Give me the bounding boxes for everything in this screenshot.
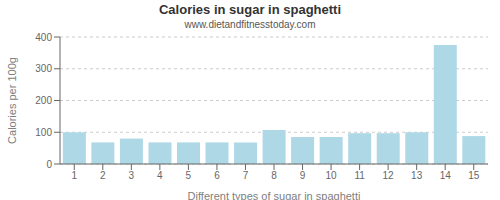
svg-text:6: 6 bbox=[214, 170, 220, 181]
svg-text:Different types of sugar in sp: Different types of sugar in spaghetti bbox=[188, 190, 361, 200]
svg-text:8: 8 bbox=[271, 170, 277, 181]
svg-text:Calories per 100g: Calories per 100g bbox=[8, 57, 18, 144]
svg-text:7: 7 bbox=[243, 170, 249, 181]
svg-text:400: 400 bbox=[35, 32, 52, 43]
svg-text:14: 14 bbox=[440, 170, 452, 181]
svg-text:100: 100 bbox=[35, 127, 52, 138]
svg-text:5: 5 bbox=[186, 170, 192, 181]
svg-text:13: 13 bbox=[411, 170, 423, 181]
svg-text:10: 10 bbox=[326, 170, 338, 181]
svg-text:300: 300 bbox=[35, 63, 52, 74]
svg-text:200: 200 bbox=[35, 95, 52, 106]
html-text:www.dietandfitnesstoday.com: www.dietandfitnesstoday.com bbox=[184, 19, 316, 30]
svg-text:2: 2 bbox=[100, 170, 106, 181]
svg-text:9: 9 bbox=[300, 170, 306, 181]
svg-text:15: 15 bbox=[468, 170, 480, 181]
svg-text:12: 12 bbox=[383, 170, 395, 181]
svg-text:11: 11 bbox=[354, 170, 365, 181]
svg-text:0: 0 bbox=[46, 159, 52, 170]
svg-text:3: 3 bbox=[129, 170, 135, 181]
svg-text:4: 4 bbox=[157, 170, 163, 181]
svg-text:1: 1 bbox=[71, 170, 77, 181]
html-text:Calories in sugar in spaghetti: Calories in sugar in spaghetti bbox=[159, 2, 341, 17]
